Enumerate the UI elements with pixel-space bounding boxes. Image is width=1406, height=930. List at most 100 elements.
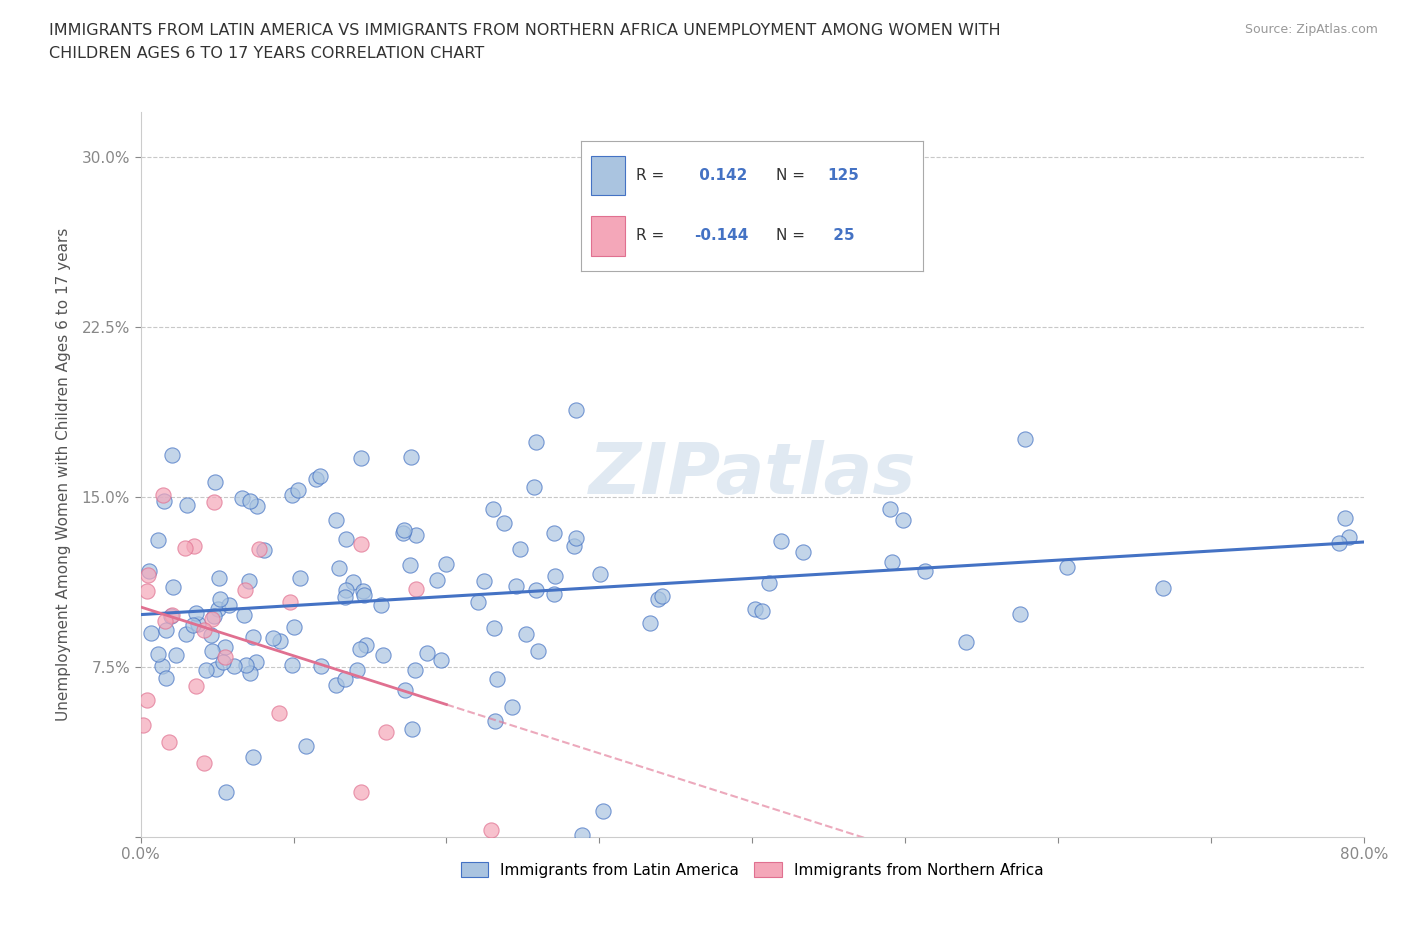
Point	[218, 598, 240, 613]
Point	[181, 618, 204, 632]
Point	[751, 604, 773, 618]
Point	[208, 571, 231, 586]
Point	[135, 693, 157, 708]
Point	[200, 628, 222, 643]
Point	[232, 607, 254, 622]
Point	[174, 627, 197, 642]
Point	[184, 679, 207, 694]
Point	[150, 658, 173, 673]
Point	[792, 544, 814, 559]
Point	[524, 582, 547, 597]
Point	[391, 525, 413, 540]
Point	[479, 822, 502, 837]
Point	[434, 556, 457, 571]
Point	[278, 594, 301, 609]
Point	[647, 591, 669, 606]
Point	[349, 537, 371, 551]
Point	[280, 487, 302, 502]
Point	[208, 591, 231, 606]
Point	[262, 631, 284, 645]
Point	[325, 678, 347, 693]
Point	[509, 542, 531, 557]
Point	[253, 543, 276, 558]
Point	[195, 663, 218, 678]
Point	[294, 739, 316, 754]
Point	[157, 735, 180, 750]
Point	[527, 644, 550, 658]
Point	[184, 605, 207, 620]
Point	[153, 494, 176, 509]
Point	[562, 538, 585, 553]
Point	[543, 525, 565, 540]
Point	[239, 666, 262, 681]
Point	[202, 495, 225, 510]
Point	[200, 611, 222, 626]
Point	[356, 638, 378, 653]
Point	[162, 448, 184, 463]
Point	[1333, 511, 1355, 525]
Point	[349, 642, 371, 657]
Point	[375, 724, 398, 739]
Point	[136, 567, 159, 582]
Point	[283, 619, 305, 634]
Point	[1327, 536, 1350, 551]
Point	[370, 597, 392, 612]
Point	[486, 672, 509, 687]
Point	[207, 602, 229, 617]
Point	[467, 595, 489, 610]
Point	[592, 804, 614, 818]
Point	[404, 662, 426, 677]
Point	[350, 785, 373, 800]
Point	[474, 574, 496, 589]
Point	[492, 516, 515, 531]
Point	[214, 650, 236, 665]
Point	[758, 576, 780, 591]
Point	[193, 623, 215, 638]
Point	[215, 785, 238, 800]
Point	[239, 494, 262, 509]
Point	[187, 617, 209, 631]
Point	[269, 706, 291, 721]
Point	[335, 582, 357, 597]
Point	[543, 586, 565, 601]
Point	[544, 568, 567, 583]
Point	[769, 534, 792, 549]
Point	[1014, 432, 1036, 446]
Point	[173, 541, 195, 556]
Point	[484, 713, 506, 728]
Point	[242, 750, 264, 764]
Point	[565, 531, 588, 546]
Point	[415, 645, 437, 660]
Point	[176, 498, 198, 512]
Point	[891, 513, 914, 528]
Point	[352, 584, 374, 599]
Point	[146, 647, 169, 662]
Point	[955, 634, 977, 649]
Point	[353, 588, 375, 603]
Point	[879, 502, 901, 517]
Point	[201, 644, 224, 658]
Point	[183, 538, 205, 553]
Point	[233, 583, 256, 598]
Point	[398, 557, 420, 572]
Text: Source: ZipAtlas.com: Source: ZipAtlas.com	[1244, 23, 1378, 36]
Point	[132, 718, 155, 733]
Point	[401, 722, 423, 737]
Point	[430, 653, 453, 668]
Point	[160, 608, 183, 623]
Point	[139, 626, 162, 641]
Point	[287, 483, 309, 498]
Point	[309, 468, 332, 483]
Point	[212, 655, 235, 670]
Text: ZIPatlas: ZIPatlas	[589, 440, 915, 509]
Point	[309, 658, 332, 673]
Point	[1056, 560, 1078, 575]
Point	[1152, 581, 1174, 596]
Point	[202, 609, 225, 624]
Point	[204, 474, 226, 489]
Point	[136, 583, 159, 598]
Point	[281, 658, 304, 672]
Point	[335, 532, 357, 547]
Point	[224, 659, 246, 674]
Point	[333, 671, 356, 686]
